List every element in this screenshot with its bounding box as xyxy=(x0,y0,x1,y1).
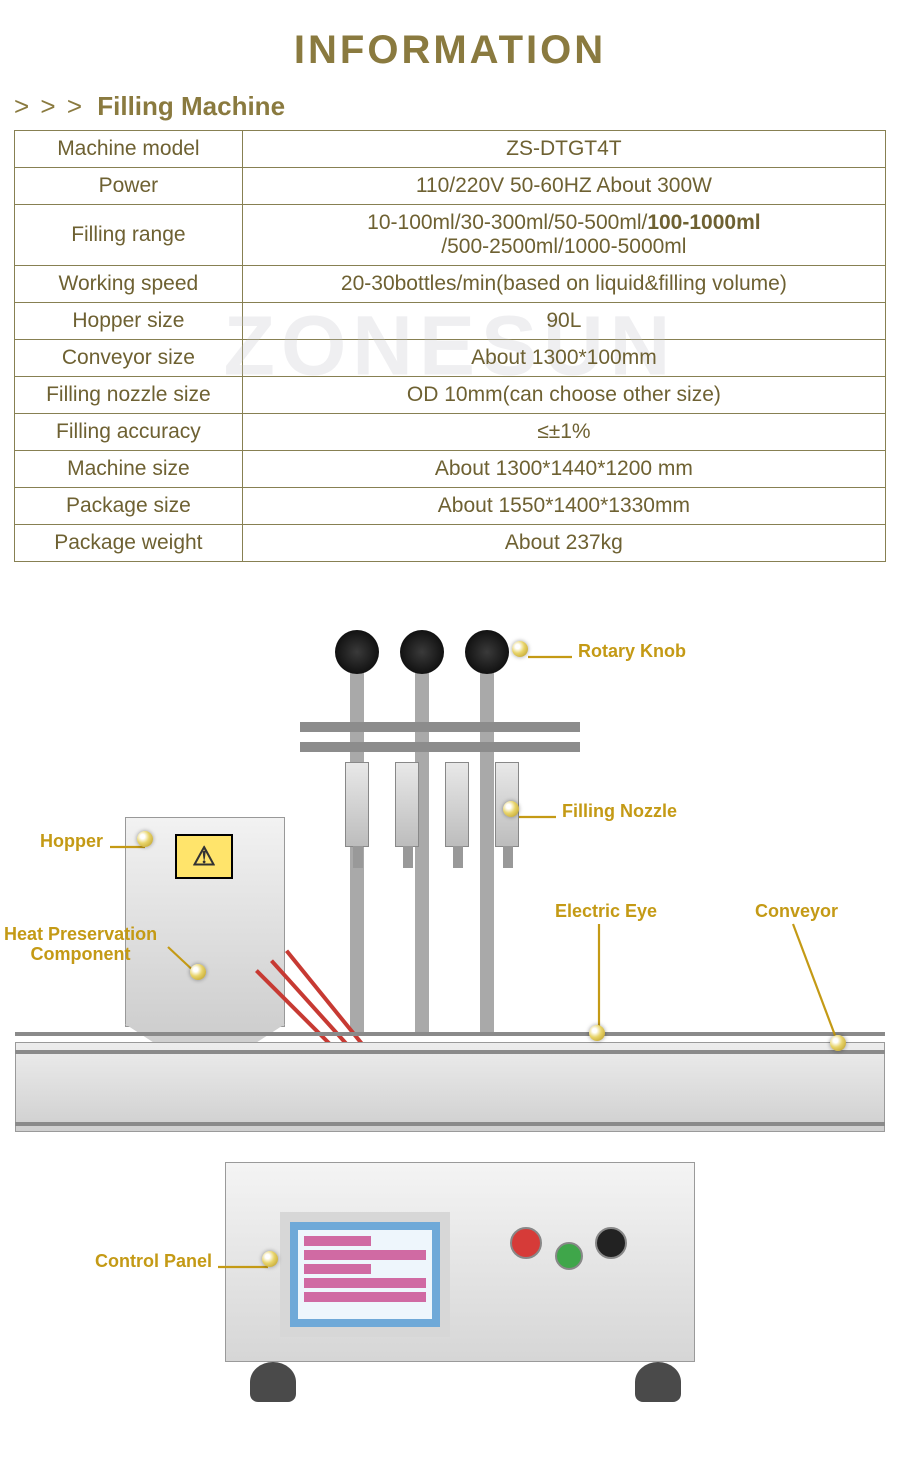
callout-label-rotary-knob: Rotary Knob xyxy=(578,642,686,662)
table-row: Filling accuracy≤±1% xyxy=(15,414,886,451)
filling-nozzle xyxy=(395,762,419,847)
chevron-marker: > > > xyxy=(14,91,84,121)
table-row: Conveyor sizeAbout 1300*100mm xyxy=(15,340,886,377)
rotary-knob-icon xyxy=(400,630,444,674)
spec-value: OD 10mm(can choose other size) xyxy=(242,377,885,414)
rotary-knob-icon xyxy=(465,630,509,674)
spec-label: Filling nozzle size xyxy=(15,377,243,414)
callout-dot-icon xyxy=(262,1251,278,1267)
machine-foot xyxy=(635,1362,681,1402)
filling-nozzle xyxy=(345,762,369,847)
crossbar xyxy=(300,742,580,752)
table-row: Filling nozzle sizeOD 10mm(can choose ot… xyxy=(15,377,886,414)
callout-label-heat-pres: Heat PreservationComponent xyxy=(4,925,157,965)
spec-value: ≤±1% xyxy=(242,414,885,451)
table-row: Package weightAbout 237kg xyxy=(15,525,886,562)
mast xyxy=(480,662,494,1032)
spec-value: 110/220V 50-60HZ About 300W xyxy=(242,168,885,205)
table-row: Package sizeAbout 1550*1400*1330mm xyxy=(15,488,886,525)
conveyor-rail xyxy=(15,1032,885,1036)
spec-value: 10-100ml/30-300ml/50-500ml/100-1000ml/50… xyxy=(242,205,885,266)
spec-value: 20-30bottles/min(based on liquid&filling… xyxy=(242,266,885,303)
control-panel-screen xyxy=(298,1230,432,1319)
spec-label: Conveyor size xyxy=(15,340,243,377)
red-button-icon xyxy=(510,1227,542,1259)
page-title: INFORMATION xyxy=(0,0,900,87)
rotary-knob-icon xyxy=(335,630,379,674)
callout-dot-icon xyxy=(503,801,519,817)
green-button-icon xyxy=(555,1242,583,1270)
table-row: Working speed20-30bottles/min(based on l… xyxy=(15,266,886,303)
callout-label-electric-eye: Electric Eye xyxy=(555,902,657,922)
spec-value: ZS-DTGT4T xyxy=(242,131,885,168)
crossbar xyxy=(300,722,580,732)
spec-label: Filling range xyxy=(15,205,243,266)
table-row: Hopper size90L xyxy=(15,303,886,340)
machine-diagram: ⚠ Rotary Knob Filling Nozzle Hopper Heat Pr… xyxy=(0,602,900,1422)
filling-nozzle xyxy=(445,762,469,847)
spec-label: Filling accuracy xyxy=(15,414,243,451)
callout-dot-icon xyxy=(830,1035,846,1051)
warning-sign-icon: ⚠ xyxy=(175,834,233,879)
table-row: Filling range10-100ml/30-300ml/50-500ml/… xyxy=(15,205,886,266)
callout-label-control-panel: Control Panel xyxy=(95,1252,212,1272)
table-row: Power110/220V 50-60HZ About 300W xyxy=(15,168,886,205)
spec-value: About 237kg xyxy=(242,525,885,562)
callout-dot-icon xyxy=(589,1025,605,1041)
callout-label-filling-nozzle: Filling Nozzle xyxy=(562,802,677,822)
callout-dot-icon xyxy=(512,641,528,657)
control-panel xyxy=(280,1212,450,1337)
spec-value: 90L xyxy=(242,303,885,340)
spec-label: Working speed xyxy=(15,266,243,303)
callout-label-hopper: Hopper xyxy=(40,832,103,852)
spec-value: About 1300*1440*1200 mm xyxy=(242,451,885,488)
spec-value: About 1550*1400*1330mm xyxy=(242,488,885,525)
spec-label: Package weight xyxy=(15,525,243,562)
spec-table: Machine modelZS-DTGT4TPower110/220V 50-6… xyxy=(14,130,886,562)
conveyor xyxy=(15,1042,885,1132)
spec-label: Package size xyxy=(15,488,243,525)
machine-foot xyxy=(250,1362,296,1402)
conveyor-rail xyxy=(15,1050,885,1054)
table-row: Machine modelZS-DTGT4T xyxy=(15,131,886,168)
spec-label: Machine size xyxy=(15,451,243,488)
mast xyxy=(415,662,429,1032)
section-subtitle: Filling Machine xyxy=(97,91,285,121)
callout-dot-icon xyxy=(137,831,153,847)
spec-label: Power xyxy=(15,168,243,205)
spec-label: Hopper size xyxy=(15,303,243,340)
spec-value: About 1300*100mm xyxy=(242,340,885,377)
spec-label: Machine model xyxy=(15,131,243,168)
callout-label-conveyor: Conveyor xyxy=(755,902,838,922)
callout-dot-icon xyxy=(190,964,206,980)
section-heading: > > > Filling Machine xyxy=(0,87,900,130)
conveyor-rail xyxy=(15,1122,885,1126)
table-row: Machine sizeAbout 1300*1440*1200 mm xyxy=(15,451,886,488)
black-button-icon xyxy=(595,1227,627,1259)
